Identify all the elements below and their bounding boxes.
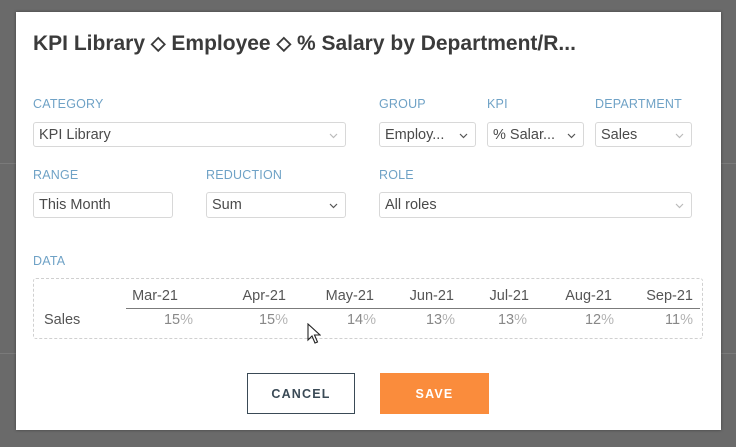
kpi-dialog: KPI Library ⬦ Employee ⬦ % Salary by Dep… bbox=[16, 12, 721, 430]
reduction-label: REDUCTION bbox=[206, 168, 283, 182]
kpi-select[interactable]: % Salar... bbox=[487, 122, 584, 147]
chevron-down-icon bbox=[567, 128, 576, 142]
kpi-label: KPI bbox=[487, 97, 508, 111]
dialog-title: KPI Library ⬦ Employee ⬦ % Salary by Dep… bbox=[33, 32, 576, 55]
row-label: Sales bbox=[44, 312, 81, 328]
table-divider bbox=[126, 308, 700, 309]
month-header: Mar-21 bbox=[132, 288, 178, 304]
category-value: KPI Library bbox=[39, 127, 111, 143]
value-cell: 14% bbox=[346, 312, 376, 328]
range-value: This Month bbox=[39, 197, 111, 213]
mouse-pointer-icon bbox=[307, 322, 322, 350]
chevron-down-icon bbox=[675, 198, 684, 212]
value-cell: 15% bbox=[163, 312, 193, 328]
range-input[interactable]: This Month bbox=[33, 192, 173, 218]
value-cell: 13% bbox=[425, 312, 455, 328]
chevron-down-icon bbox=[675, 128, 684, 142]
department-label: DEPARTMENT bbox=[595, 97, 682, 111]
data-label: DATA bbox=[33, 254, 66, 268]
month-header: Aug-21 bbox=[565, 288, 612, 304]
save-button[interactable]: SAVE bbox=[380, 373, 489, 414]
cancel-button[interactable]: CANCEL bbox=[247, 373, 355, 414]
department-select[interactable]: Sales bbox=[595, 122, 692, 147]
month-header: Jul-21 bbox=[489, 288, 530, 304]
reduction-select[interactable]: Sum bbox=[206, 192, 346, 218]
role-label: ROLE bbox=[379, 168, 414, 182]
role-value: All roles bbox=[385, 197, 437, 213]
group-label: GROUP bbox=[379, 97, 426, 111]
value-cell: 15% bbox=[258, 312, 288, 328]
reduction-value: Sum bbox=[212, 197, 242, 213]
value-cell: 12% bbox=[584, 312, 614, 328]
chevron-down-icon bbox=[329, 128, 338, 142]
chevron-down-icon bbox=[329, 198, 338, 212]
group-value: Employ... bbox=[385, 127, 445, 143]
role-select[interactable]: All roles bbox=[379, 192, 692, 218]
chevron-down-icon bbox=[459, 128, 468, 142]
month-header: Apr-21 bbox=[242, 288, 286, 304]
department-value: Sales bbox=[601, 127, 638, 143]
data-table: Sales Mar-21 Apr-21 May-21 Jun-21 Jul-21… bbox=[33, 278, 703, 339]
category-select[interactable]: KPI Library bbox=[33, 122, 346, 147]
month-header: May-21 bbox=[325, 288, 374, 304]
value-cell: 13% bbox=[497, 312, 527, 328]
month-header: Sep-21 bbox=[646, 288, 693, 304]
month-header: Jun-21 bbox=[409, 288, 454, 304]
category-label: CATEGORY bbox=[33, 97, 104, 111]
group-select[interactable]: Employ... bbox=[379, 122, 476, 147]
range-label: RANGE bbox=[33, 168, 79, 182]
kpi-value: % Salar... bbox=[493, 127, 556, 143]
value-cell: 11% bbox=[665, 312, 693, 328]
